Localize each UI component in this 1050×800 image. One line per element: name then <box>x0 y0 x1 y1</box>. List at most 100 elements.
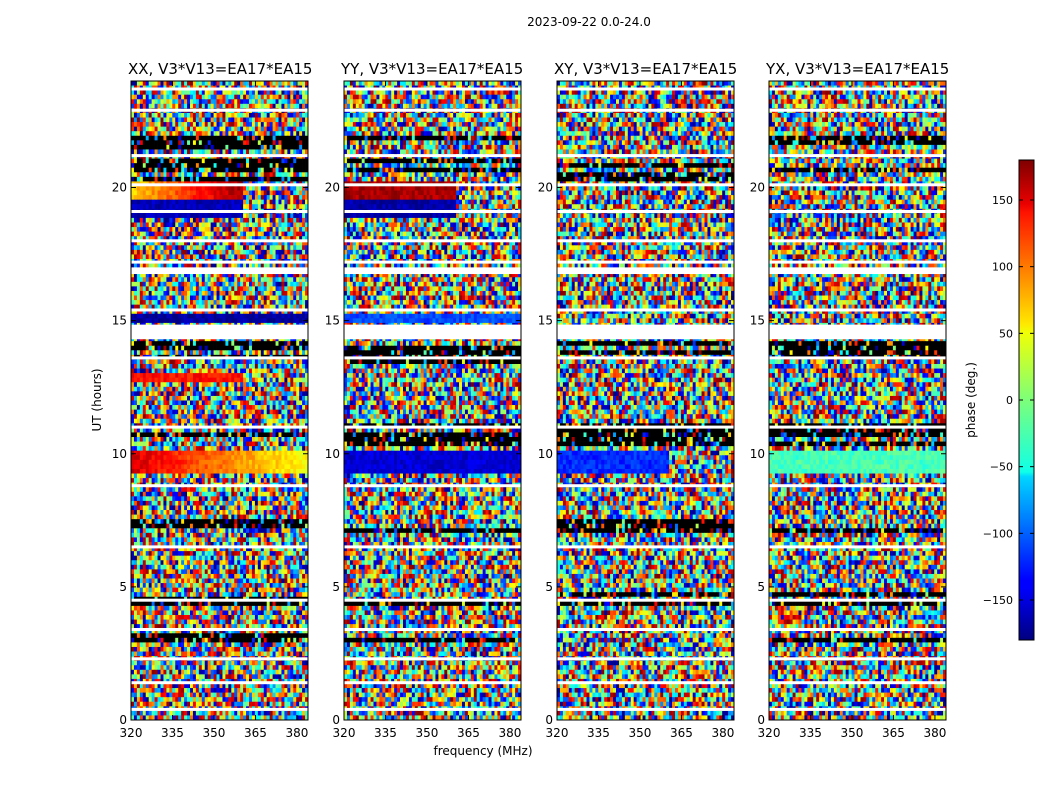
flagged-row <box>131 657 308 661</box>
panel-heatmap <box>131 81 308 720</box>
colorbar-tick-label: −50 <box>990 461 1013 474</box>
x-tick-label: 380 <box>498 726 521 740</box>
colorbar-label: phase (deg.) <box>964 362 978 438</box>
flagged-row <box>769 154 946 158</box>
flagged-block <box>769 267 946 275</box>
flagged-row <box>557 239 734 243</box>
flagged-row <box>769 425 946 429</box>
y-tick-label: 5 <box>757 580 765 594</box>
y-tick-label: 20 <box>112 181 127 195</box>
x-tick-label: 335 <box>587 726 610 740</box>
y-tick-label: 10 <box>538 447 553 461</box>
flagged-row <box>131 628 308 631</box>
panel-frame <box>556 80 735 721</box>
flagged-row <box>769 484 946 488</box>
flagged-row <box>769 657 946 661</box>
flagged-row <box>769 183 946 187</box>
y-tick-label: 20 <box>325 181 340 195</box>
flagged-row <box>131 356 308 360</box>
flagged-row <box>131 598 308 602</box>
flagged-row <box>131 484 308 488</box>
x-tick-label: 380 <box>285 726 308 740</box>
colorbar-tick-label: −150 <box>983 594 1013 607</box>
flagged-row <box>131 210 308 213</box>
flagged-row <box>131 425 308 429</box>
flagged-row <box>769 210 946 213</box>
colorbar-tick-label: 150 <box>992 194 1013 207</box>
y-tick-label: 0 <box>119 713 127 727</box>
flagged-row <box>344 598 521 602</box>
flagged-row <box>769 108 946 112</box>
flagged-row <box>557 681 734 685</box>
flagged-row <box>557 87 734 91</box>
flagged-row <box>557 425 734 429</box>
flagged-row <box>344 628 521 631</box>
flagged-row <box>131 681 308 685</box>
flagged-row <box>769 356 946 360</box>
flagged-row <box>344 356 521 360</box>
flagged-row <box>557 707 734 711</box>
flagged-row <box>557 545 734 549</box>
x-tick-label: 365 <box>882 726 905 740</box>
flagged-row <box>344 183 521 187</box>
y-tick-label: 0 <box>545 713 553 727</box>
flagged-row <box>557 308 734 312</box>
y-tick-label: 10 <box>112 447 127 461</box>
y-tick-label: 0 <box>757 713 765 727</box>
flagged-row <box>344 681 521 685</box>
flagged-row <box>344 154 521 158</box>
y-tick-label: 5 <box>332 580 340 594</box>
y-tick-label: 5 <box>545 580 553 594</box>
flagged-row <box>557 108 734 112</box>
flagged-row <box>557 210 734 213</box>
flagged-row <box>769 681 946 685</box>
flagged-row <box>344 545 521 549</box>
flagged-row <box>131 260 308 264</box>
flagged-row <box>769 545 946 549</box>
y-tick-label: 15 <box>538 314 553 328</box>
flagged-row <box>131 154 308 158</box>
y-tick-label: 10 <box>750 447 765 461</box>
x-tick-label: 365 <box>670 726 693 740</box>
x-tick-label: 365 <box>457 726 480 740</box>
panel-title: YX, V3*V13=EA17*EA15 <box>765 60 949 78</box>
x-tick-label: 350 <box>629 726 652 740</box>
flagged-row <box>131 239 308 243</box>
flagged-row <box>769 308 946 312</box>
flagged-row <box>344 425 521 429</box>
flagged-row <box>131 87 308 91</box>
flagged-row <box>131 308 308 312</box>
flagged-row <box>344 308 521 312</box>
flagged-row <box>769 707 946 711</box>
panel-heatmap <box>769 81 946 720</box>
panel-heatmap <box>344 81 521 720</box>
x-tick-label: 380 <box>711 726 734 740</box>
y-tick-label: 20 <box>538 181 553 195</box>
flagged-row <box>344 260 521 264</box>
panel-title: YY, V3*V13=EA17*EA15 <box>340 60 523 78</box>
x-tick-label: 320 <box>546 726 569 740</box>
flagged-block <box>131 267 308 275</box>
flagged-row <box>344 657 521 661</box>
x-tick-label: 320 <box>333 726 356 740</box>
flagged-row <box>769 628 946 631</box>
flagged-block <box>131 324 308 340</box>
flagged-row <box>769 239 946 243</box>
flagged-row <box>344 210 521 213</box>
x-tick-label: 365 <box>244 726 267 740</box>
flagged-row <box>344 239 521 243</box>
flagged-row <box>344 87 521 91</box>
panel-2: YY, V3*V13=EA17*EA15 320 335 350 365 380 0 5 10 1… <box>325 60 524 740</box>
flagged-row <box>557 154 734 158</box>
y-tick-label: 15 <box>750 314 765 328</box>
flagged-row <box>344 484 521 488</box>
flagged-row <box>557 657 734 661</box>
flagged-block <box>344 324 521 340</box>
flagged-row <box>557 260 734 264</box>
panel-3: XY, V3*V13=EA17*EA15 320 335 350 365 380 0 5 10 1… <box>538 60 738 740</box>
flagged-row <box>769 260 946 264</box>
panel-title: XX, V3*V13=EA17*EA15 <box>128 60 312 78</box>
panel-frame <box>343 80 522 721</box>
panel-title: XY, V3*V13=EA17*EA15 <box>554 60 737 78</box>
